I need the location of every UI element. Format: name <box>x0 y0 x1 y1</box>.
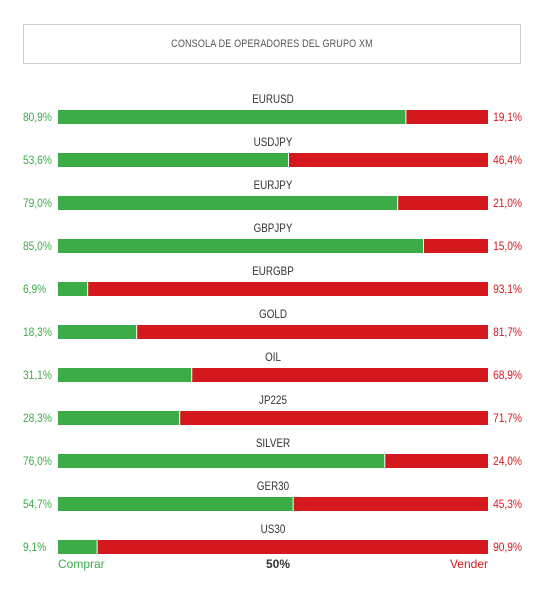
sell-percent-label: 68,9% <box>493 369 522 382</box>
buy-bar <box>58 282 88 296</box>
sell-bar <box>405 110 488 124</box>
bar-divider <box>179 411 181 425</box>
sell-bar <box>288 153 488 167</box>
sell-percent-label: 81,7% <box>493 326 522 339</box>
sell-percent-label: 71,7% <box>493 412 522 425</box>
buy-bar <box>58 454 385 468</box>
sell-percent-label: 21,0% <box>493 197 522 210</box>
buy-percent-label: 79,0% <box>23 197 52 210</box>
sell-percent-label: 93,1% <box>493 283 522 296</box>
legend-buy-label: Comprar <box>58 557 105 571</box>
bar-divider <box>136 325 138 339</box>
buy-percent-label: 85,0% <box>23 240 52 253</box>
sell-percent-label: 45,3% <box>493 498 522 511</box>
bar-divider <box>397 196 399 210</box>
sell-bar <box>423 239 488 253</box>
legend-sell-label: Vender <box>449 557 488 571</box>
bar-divider <box>191 368 193 382</box>
buy-percent-label: 9,1% <box>23 541 46 554</box>
buy-percent-label: 76,0% <box>23 455 52 468</box>
buy-bar <box>58 411 180 425</box>
symbol-label: GBPJPY <box>254 222 293 235</box>
sell-bar <box>97 540 488 554</box>
sell-bar <box>384 454 488 468</box>
buy-bar <box>58 196 398 210</box>
bar-divider <box>96 540 98 554</box>
sell-bar <box>87 282 489 296</box>
buy-bar <box>58 325 137 339</box>
buy-percent-label: 80,9% <box>23 111 52 124</box>
symbol-label: GOLD <box>259 308 287 321</box>
buy-percent-label: 53,6% <box>23 154 52 167</box>
buy-percent-label: 18,3% <box>23 326 52 339</box>
symbol-label: EURGBP <box>252 265 294 278</box>
bar-divider <box>405 110 407 124</box>
buy-bar <box>58 110 406 124</box>
sell-bar <box>136 325 488 339</box>
buy-bar <box>58 153 289 167</box>
symbol-label: US30 <box>261 523 286 536</box>
buy-bar <box>58 540 98 554</box>
bar-divider <box>292 497 294 511</box>
midpoint-label: 50% <box>266 557 291 571</box>
buy-percent-label: 31,1% <box>23 369 52 382</box>
buy-percent-label: 54,7% <box>23 498 52 511</box>
buy-percent-label: 28,3% <box>23 412 52 425</box>
symbol-label: JP225 <box>259 394 287 407</box>
symbol-label: EURJPY <box>254 179 293 192</box>
chart-title-box: CONSOLA DE OPERADORES DEL GRUPO XM <box>23 24 521 64</box>
buy-bar <box>58 497 294 511</box>
symbol-label: OIL <box>265 351 281 364</box>
sell-percent-label: 24,0% <box>493 455 522 468</box>
symbol-label: GER30 <box>257 480 289 493</box>
symbol-label: SILVER <box>256 437 290 450</box>
bar-divider <box>384 454 386 468</box>
symbol-label: EURUSD <box>252 93 294 106</box>
bar-divider <box>287 153 289 167</box>
sell-percent-label: 46,4% <box>493 154 522 167</box>
symbol-label: USDJPY <box>254 136 293 149</box>
chart-title: CONSOLA DE OPERADORES DEL GRUPO XM <box>171 38 373 50</box>
bar-divider <box>423 239 424 253</box>
bar-divider <box>87 282 89 296</box>
sell-percent-label: 90,9% <box>493 541 522 554</box>
buy-bar <box>58 239 424 253</box>
buy-percent-label: 6,9% <box>23 283 46 296</box>
sell-bar <box>397 196 488 210</box>
buy-bar <box>58 368 192 382</box>
sell-percent-label: 15,0% <box>493 240 522 253</box>
sell-bar <box>179 411 488 425</box>
sell-bar <box>191 368 489 382</box>
sell-percent-label: 19,1% <box>493 111 522 124</box>
sell-bar <box>293 497 488 511</box>
